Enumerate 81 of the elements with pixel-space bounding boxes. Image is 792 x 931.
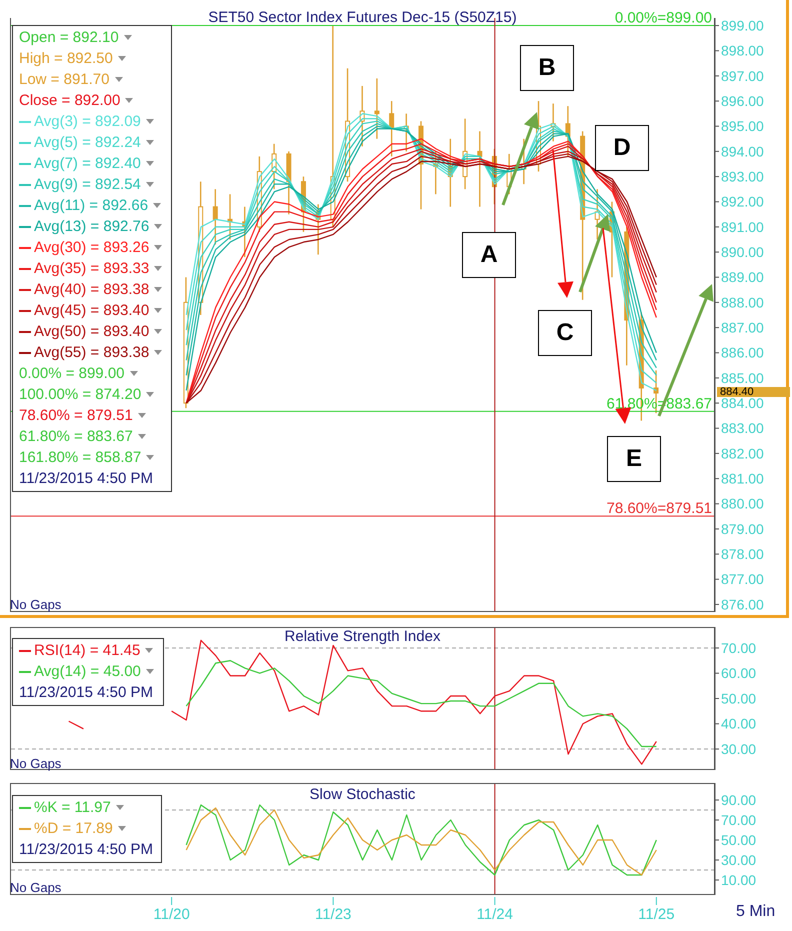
y-tick-label: 884.00	[721, 395, 764, 412]
y-tick-label: 893.00	[721, 168, 764, 185]
annotation: B	[520, 45, 574, 91]
annotation: D	[595, 125, 649, 171]
x-tick-label: 11/24	[476, 906, 514, 923]
y-tick-label: 50.00	[721, 832, 756, 848]
y-tick-label: 70.00	[721, 640, 756, 656]
y-tick-label: 886.00	[721, 344, 764, 361]
chart-title: SET50 Sector Index Futures Dec-15 (S50Z15)	[208, 9, 517, 26]
y-tick-label: 50.00	[721, 690, 756, 706]
annotation: E	[607, 436, 661, 482]
y-tick-label: 889.00	[721, 269, 764, 286]
y-tick-label: 895.00	[721, 118, 764, 134]
y-tick-label: 894.00	[721, 143, 764, 160]
y-tick-label: 30.00	[721, 741, 756, 757]
legend-label: Avg(14) = 45.00	[33, 662, 142, 682]
text: 5 Min	[736, 903, 776, 921]
x-tick-label: 11/20	[153, 906, 190, 923]
legend-label: Avg(35) = 893.33	[33, 259, 150, 279]
legend-label: %K = 11.97	[33, 798, 112, 818]
y-tick-label: 890.00	[721, 244, 764, 260]
annotation: 11/23/2015 4:50 PM	[19, 469, 154, 489]
annotation: Open = 892.10	[19, 28, 120, 48]
x-tick-label: 11/23	[314, 906, 352, 923]
ref-line-label: 78.60%=879.51	[606, 500, 712, 518]
chart-title: Slow Stochastic	[310, 786, 416, 803]
annotation: C	[538, 310, 592, 356]
legend-label: Avg(3) = 892.09	[33, 112, 142, 132]
y-tick-label: 40.00	[721, 716, 756, 732]
annotation: No Gaps	[10, 756, 62, 771]
legend-label: Avg(55) = 893.38	[33, 343, 150, 363]
annotation: Close = 892.00	[19, 91, 122, 111]
legend-label: Avg(40) = 893.38	[33, 280, 150, 300]
y-tick-label: 883.00	[721, 420, 764, 436]
y-tick-label: 885.00	[721, 370, 764, 386]
y-tick-label: 70.00	[721, 812, 756, 828]
legend-label: Avg(11) = 892.66	[33, 196, 150, 216]
annotation: No Gaps	[10, 880, 62, 895]
legend-label: Avg(45) = 893.40	[33, 301, 150, 321]
legend-label: RSI(14) = 41.45	[33, 641, 142, 661]
y-tick-label: 30.00	[721, 852, 756, 868]
y-tick-label: 892.00	[721, 194, 764, 210]
y-tick-label: 90.00	[721, 792, 756, 808]
y-tick-label: 888.00	[721, 294, 764, 310]
legend-label: Avg(7) = 892.40	[33, 154, 142, 174]
y-tick-label: 879.00	[721, 520, 764, 537]
y-tick-label: 60.00	[721, 665, 756, 682]
y-tick-label: 878.00	[721, 546, 764, 562]
annotation: 161.80% = 858.87	[19, 448, 142, 468]
y-tick-label: 876.00	[721, 596, 764, 612]
y-tick-label: 896.00	[721, 93, 764, 110]
y-tick-label: 882.00	[721, 445, 764, 462]
y-tick-label: 10.00	[721, 872, 756, 888]
y-tick-label: 880.00	[721, 496, 764, 512]
x-tick-label: 11/25	[638, 906, 675, 923]
y-tick-label: 891.00	[721, 218, 764, 235]
annotation: A	[462, 232, 516, 278]
chart-title: Relative Strength Index	[284, 628, 440, 645]
y-tick-label: 898.00	[721, 42, 764, 59]
annotation: 78.60% = 879.51	[19, 406, 134, 426]
annotation: 11/23/2015 4:50 PM	[19, 683, 154, 703]
y-tick-label: 877.00	[721, 571, 764, 588]
y-tick-label: 897.00	[721, 68, 764, 84]
annotation: 61.80% = 883.67	[19, 427, 134, 447]
text: 884.40	[717, 386, 790, 398]
annotation: 11/23/2015 4:50 PM	[19, 840, 153, 860]
annotation: No Gaps	[10, 597, 62, 612]
legend-label: Avg(30) = 893.26	[33, 238, 150, 258]
legend-label: %D = 17.89	[33, 819, 114, 839]
annotation: 0.00% = 899.00	[19, 364, 126, 384]
legend-label: Avg(5) = 892.24	[33, 133, 142, 153]
annotation: Low = 891.70	[19, 70, 110, 90]
annotation: 100.00% = 874.20	[19, 385, 142, 405]
y-tick-label: 881.00	[721, 470, 764, 487]
y-tick-label: 899.00	[721, 18, 764, 34]
ref-line-label: 0.00%=899.00	[614, 10, 712, 27]
annotation: High = 892.50	[19, 49, 114, 69]
legend-label: Avg(13) = 892.76	[33, 217, 150, 237]
y-tick-label: 887.00	[721, 320, 764, 336]
legend-label: Avg(9) = 892.54	[33, 175, 142, 195]
legend-label: Avg(50) = 893.40	[33, 322, 150, 342]
